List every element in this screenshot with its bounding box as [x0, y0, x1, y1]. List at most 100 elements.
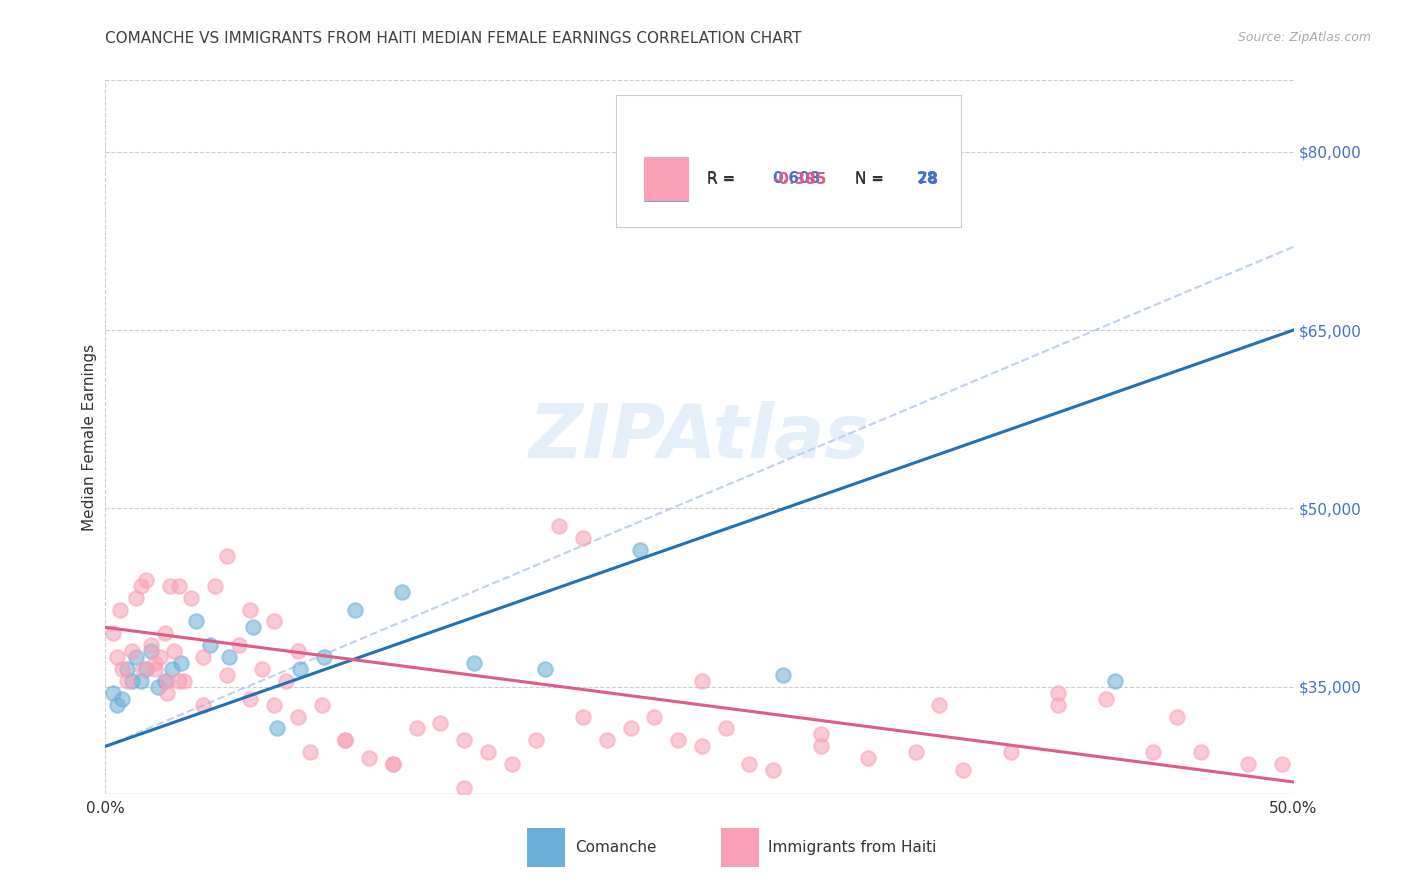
Point — [143, 656, 166, 670]
Point — [666, 733, 689, 747]
Point — [772, 668, 794, 682]
Point — [115, 673, 138, 688]
Point — [274, 673, 297, 688]
Point — [453, 780, 475, 795]
Point — [121, 644, 143, 658]
Text: Comanche: Comanche — [575, 840, 657, 855]
Point — [263, 698, 285, 712]
Point — [501, 757, 523, 772]
Text: COMANCHE VS IMMIGRANTS FROM HAITI MEDIAN FEMALE EARNINGS CORRELATION CHART: COMANCHE VS IMMIGRANTS FROM HAITI MEDIAN… — [105, 31, 801, 46]
Point — [359, 751, 381, 765]
Point — [159, 579, 181, 593]
Point — [170, 656, 193, 670]
Point — [218, 650, 240, 665]
Point — [215, 549, 238, 563]
Point — [105, 698, 128, 712]
Text: Immigrants from Haiti: Immigrants from Haiti — [769, 840, 936, 855]
Point — [463, 656, 485, 670]
Point — [198, 638, 221, 652]
Point — [287, 644, 309, 658]
Point — [266, 722, 288, 736]
Point — [143, 662, 166, 676]
Point — [738, 757, 761, 772]
Text: N =: N = — [855, 172, 889, 187]
Point — [287, 709, 309, 723]
Y-axis label: Median Female Earnings: Median Female Earnings — [82, 343, 97, 531]
Point — [146, 680, 169, 694]
Point — [690, 673, 713, 688]
Point — [619, 722, 641, 736]
Point — [628, 543, 651, 558]
Point — [160, 662, 183, 676]
Point — [690, 739, 713, 754]
Point — [335, 733, 357, 747]
Text: ZIPAtlas: ZIPAtlas — [529, 401, 870, 474]
Point — [239, 602, 262, 616]
Point — [810, 727, 832, 741]
FancyBboxPatch shape — [616, 95, 960, 227]
Point — [534, 662, 557, 676]
Text: 0.608: 0.608 — [772, 171, 820, 186]
Text: -0.385: -0.385 — [772, 172, 827, 187]
Point — [125, 650, 148, 665]
Point — [391, 584, 413, 599]
Point — [381, 757, 404, 772]
Point — [1271, 757, 1294, 772]
Text: Source: ZipAtlas.com: Source: ZipAtlas.com — [1237, 31, 1371, 45]
Point — [191, 650, 214, 665]
Point — [1047, 686, 1070, 700]
Bar — [644, 158, 689, 202]
Point — [156, 686, 179, 700]
Point — [132, 662, 155, 676]
Bar — [527, 828, 565, 867]
Point — [101, 626, 124, 640]
Point — [173, 673, 195, 688]
Point — [239, 691, 262, 706]
Point — [343, 602, 366, 616]
Point — [184, 615, 207, 629]
Point — [524, 733, 547, 747]
Point — [429, 715, 451, 730]
Point — [1000, 745, 1022, 759]
Point — [111, 662, 134, 676]
Point — [139, 644, 162, 658]
Point — [149, 650, 172, 665]
Point — [572, 531, 595, 545]
Point — [938, 151, 960, 165]
Text: R =: R = — [707, 171, 740, 186]
Point — [167, 579, 190, 593]
Point — [204, 579, 226, 593]
Point — [108, 602, 131, 616]
Bar — [644, 157, 689, 201]
Point — [1166, 709, 1188, 723]
Point — [125, 591, 148, 605]
Point — [810, 739, 832, 754]
Point — [153, 626, 176, 640]
Point — [453, 733, 475, 747]
Text: 28: 28 — [917, 171, 938, 186]
Point — [135, 662, 157, 676]
Point — [572, 709, 595, 723]
Point — [762, 763, 785, 777]
Point — [548, 519, 571, 533]
Point — [101, 686, 124, 700]
Text: N =: N = — [855, 171, 889, 186]
Point — [252, 662, 274, 676]
Point — [1094, 691, 1116, 706]
Point — [856, 751, 879, 765]
Point — [139, 638, 162, 652]
Point — [191, 698, 214, 712]
Point — [381, 757, 404, 772]
Point — [312, 650, 335, 665]
Point — [129, 673, 152, 688]
Point — [1189, 745, 1212, 759]
Text: 78: 78 — [917, 172, 938, 187]
Point — [952, 763, 974, 777]
Point — [298, 745, 321, 759]
Point — [290, 662, 312, 676]
Point — [596, 733, 619, 747]
Point — [242, 620, 264, 634]
Point — [167, 673, 190, 688]
Point — [163, 644, 186, 658]
Point — [928, 698, 950, 712]
